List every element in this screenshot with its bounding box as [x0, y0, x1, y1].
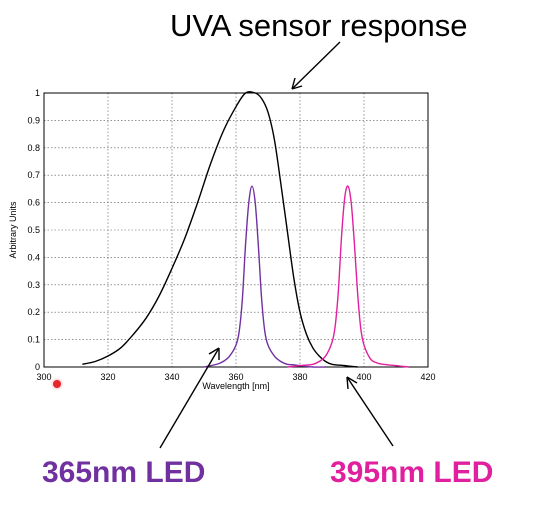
x-tick-label: 400: [356, 372, 371, 382]
y-tick-label: 0: [35, 362, 40, 372]
x-tick-label: 300: [36, 372, 51, 382]
title-arrow: [291, 41, 341, 90]
led365-arrow-head: [208, 347, 220, 360]
series-line-1: [203, 185, 326, 368]
sensor-response-annotation: UVA sensor response: [170, 8, 468, 43]
x-tick-label: 320: [100, 372, 115, 382]
led395-arrow: [346, 376, 394, 447]
y-tick-label: 0.5: [27, 225, 40, 235]
y-tick-label: 0.1: [27, 335, 40, 345]
y-tick-label: 0.2: [27, 307, 40, 317]
x-tick-label: 360: [228, 372, 243, 382]
title-arrow-head: [291, 77, 303, 90]
red-dot-marker: [53, 380, 61, 388]
y-tick-label: 0.3: [27, 280, 40, 290]
y-tick-label: 0.7: [27, 170, 40, 180]
y-tick-label: 0.8: [27, 143, 40, 153]
x-axis-ticks: 300 320 340 360 380 400 420: [36, 372, 435, 382]
x-tick-label: 420: [420, 372, 435, 382]
led365-arrow: [159, 347, 220, 449]
x-tick-label: 380: [292, 372, 307, 382]
series-group: [82, 91, 409, 368]
led365-annotation: 365nm LED: [42, 456, 206, 489]
series-line-0: [82, 91, 358, 368]
series-line-2: [287, 185, 409, 368]
led395-annotation: 395nm LED: [330, 456, 494, 489]
y-tick-label: 0.4: [27, 252, 40, 262]
y-tick-label: 0.6: [27, 198, 40, 208]
grid: [44, 93, 428, 367]
plot-frame: [43, 92, 429, 368]
y-axis-ticks: 0 0.1 0.2 0.3 0.4 0.5 0.6 0.7 0.8 0.9 1: [27, 88, 40, 372]
x-tick-label: 340: [164, 372, 179, 382]
y-tick-label: 0.9: [27, 115, 40, 125]
y-tick-label: 1: [35, 88, 40, 98]
annotation-arrows: [159, 41, 394, 449]
y-axis-label: Arbitrary Units: [8, 201, 18, 259]
x-axis-label: Wavelength [nm]: [202, 381, 269, 391]
led395-arrow-head: [346, 376, 358, 390]
